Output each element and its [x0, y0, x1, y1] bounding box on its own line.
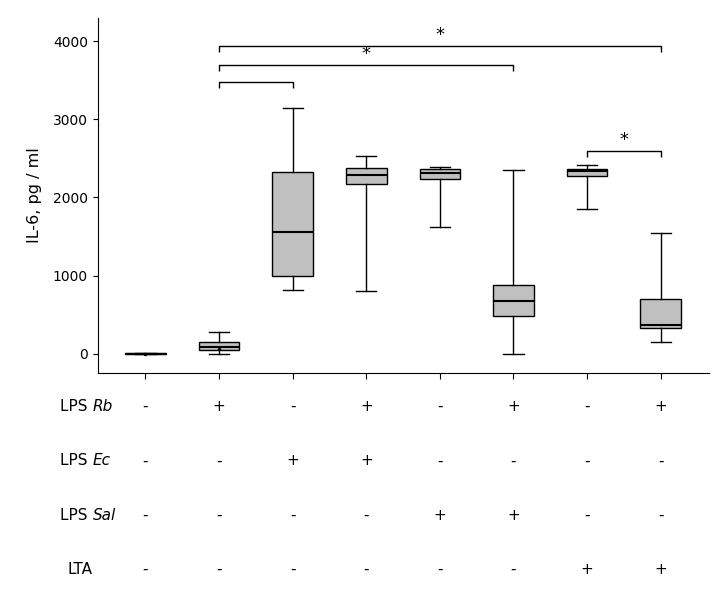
Text: -: -: [437, 453, 442, 468]
Text: -: -: [584, 399, 590, 414]
Text: *: *: [620, 131, 628, 149]
Text: -: -: [290, 399, 296, 414]
Text: -: -: [437, 562, 442, 577]
Text: -: -: [364, 562, 369, 577]
Text: +: +: [507, 399, 520, 414]
Text: +: +: [654, 399, 667, 414]
PathPatch shape: [273, 173, 313, 276]
Text: -: -: [364, 508, 369, 523]
PathPatch shape: [419, 170, 460, 179]
Text: +: +: [434, 508, 446, 523]
Text: -: -: [437, 399, 442, 414]
Text: -: -: [142, 508, 148, 523]
PathPatch shape: [125, 353, 166, 354]
Text: LPS: LPS: [60, 399, 93, 414]
Text: -: -: [658, 453, 664, 468]
Text: Sal: Sal: [93, 508, 116, 523]
Text: -: -: [584, 453, 590, 468]
Text: -: -: [658, 508, 664, 523]
Text: Rb: Rb: [93, 399, 113, 414]
Text: -: -: [584, 508, 590, 523]
PathPatch shape: [199, 342, 239, 350]
Text: LPS: LPS: [60, 453, 93, 468]
Text: +: +: [360, 453, 372, 468]
Text: +: +: [360, 399, 372, 414]
Text: +: +: [286, 453, 299, 468]
PathPatch shape: [641, 299, 681, 328]
Text: Ec: Ec: [93, 453, 111, 468]
Text: -: -: [142, 562, 148, 577]
Text: -: -: [216, 562, 222, 577]
PathPatch shape: [567, 168, 607, 176]
Text: LPS: LPS: [60, 508, 93, 523]
Text: -: -: [216, 508, 222, 523]
Text: -: -: [510, 562, 516, 577]
Text: -: -: [216, 453, 222, 468]
Text: +: +: [213, 399, 226, 414]
Text: -: -: [290, 508, 296, 523]
Text: +: +: [507, 508, 520, 523]
Text: *: *: [362, 45, 371, 63]
Text: +: +: [581, 562, 594, 577]
PathPatch shape: [346, 168, 387, 184]
PathPatch shape: [493, 285, 534, 316]
Text: *: *: [435, 26, 445, 44]
Text: -: -: [142, 453, 148, 468]
Text: -: -: [142, 399, 148, 414]
Text: -: -: [510, 453, 516, 468]
Text: LTA: LTA: [67, 562, 93, 577]
Text: +: +: [654, 562, 667, 577]
Text: -: -: [290, 562, 296, 577]
Y-axis label: IL-6, pg / ml: IL-6, pg / ml: [27, 147, 42, 244]
